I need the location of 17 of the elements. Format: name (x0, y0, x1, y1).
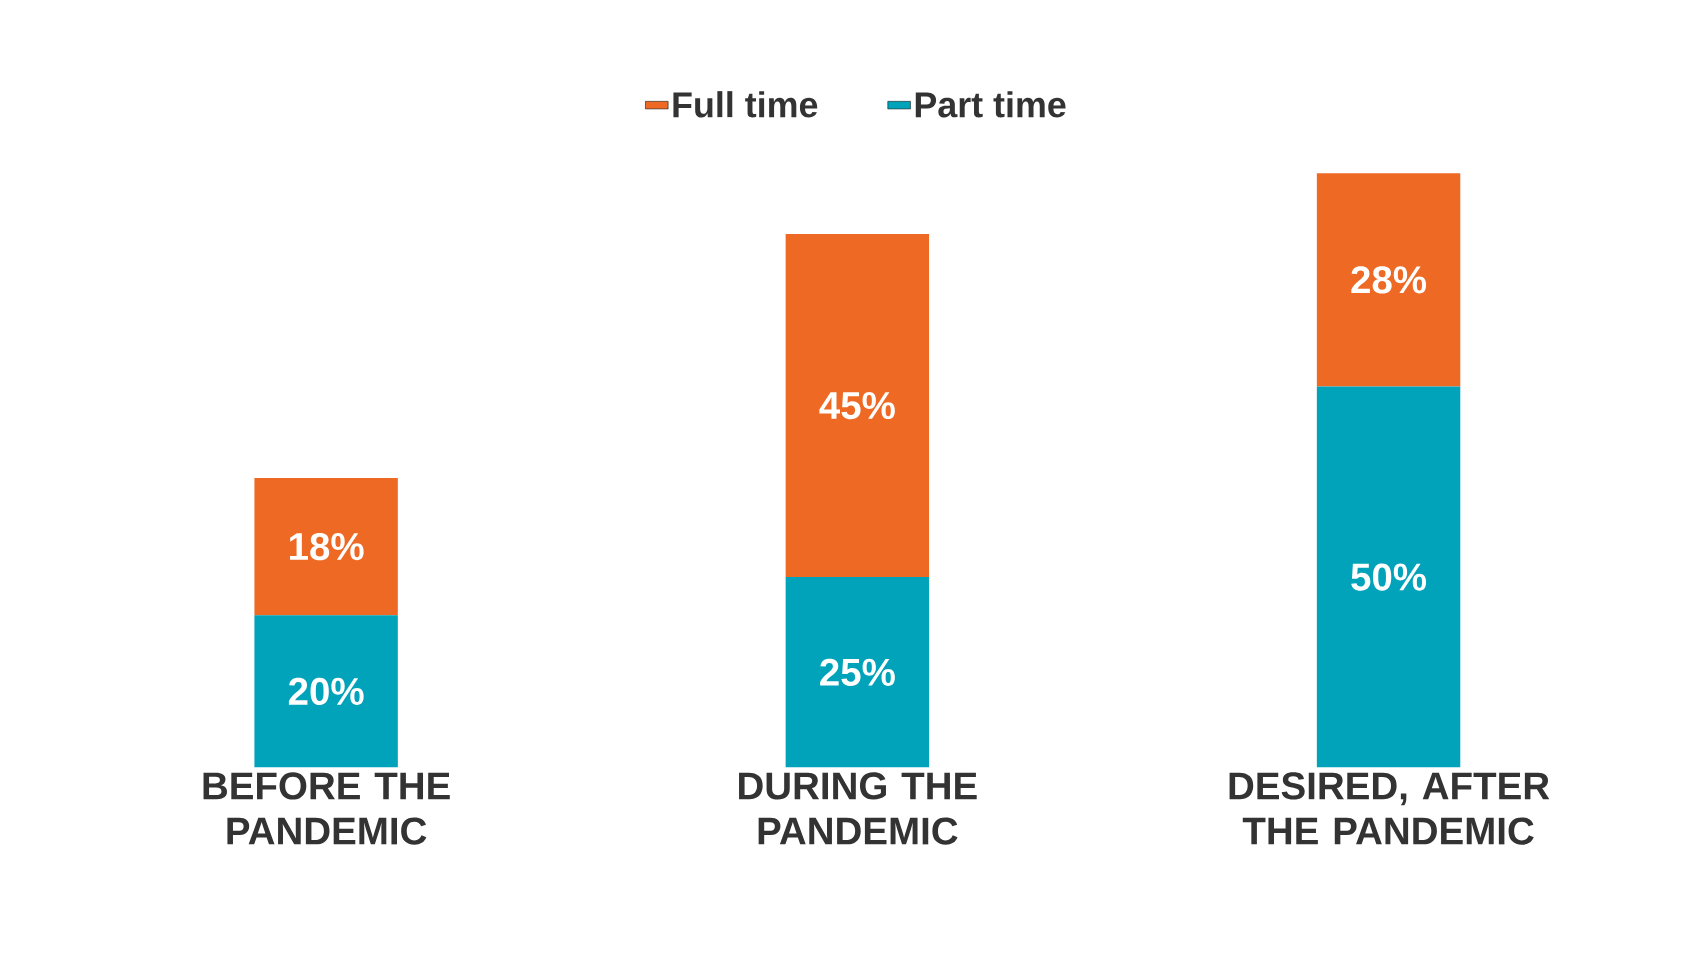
bar (254, 478, 398, 616)
x-tick-label: DESIRED, AFTER THE PANDEMIC (1229, 772, 1550, 845)
data-label: 20% (288, 677, 364, 706)
bar (254, 615, 398, 768)
x-tick-label: BEFORE THE PANDEMIC (203, 772, 450, 845)
x-tick-label: DURING THE PANDEMIC (739, 772, 977, 845)
data-label: 25% (820, 658, 895, 687)
data-label: 45% (819, 392, 895, 420)
data-label: 18% (290, 533, 364, 561)
bar (1316, 386, 1461, 768)
bar (1316, 173, 1461, 387)
legend-label: Full time (673, 91, 818, 118)
data-label: 50% (1351, 563, 1427, 591)
data-label: 28% (1351, 266, 1427, 294)
bar (785, 234, 930, 578)
legend-label: Part time (915, 91, 1066, 118)
bar (785, 577, 930, 768)
